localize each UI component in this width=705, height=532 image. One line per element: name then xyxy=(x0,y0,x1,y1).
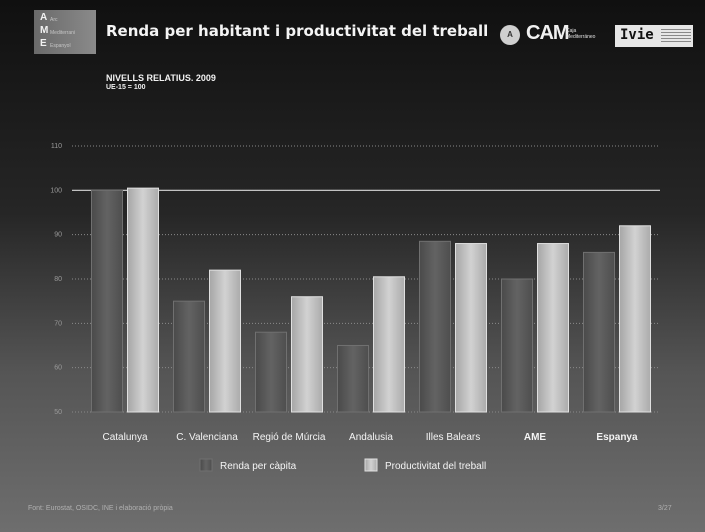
category-label: Regió de Múrcia xyxy=(253,432,326,443)
bars xyxy=(92,188,651,412)
category-label: AME xyxy=(524,432,547,443)
bar-renda xyxy=(338,346,369,413)
bar-renda xyxy=(256,332,287,412)
page-number: 3/27 xyxy=(658,505,672,512)
category-label: C. Valenciana xyxy=(176,432,238,443)
bar-productivitat xyxy=(456,244,487,412)
legend-label: Productivitat del treball xyxy=(385,461,486,472)
category-label: Espanya xyxy=(596,432,638,443)
bar-renda xyxy=(92,190,123,412)
category-labels: Catalunya C. Valenciana Regió de Múrcia And… xyxy=(102,432,638,443)
y-tick-label: 80 xyxy=(54,276,62,283)
y-tick-label: 70 xyxy=(54,320,62,327)
legend: Renda per càpita Productivitat del trebal… xyxy=(200,459,486,472)
y-tick-label: 110 xyxy=(51,143,62,150)
legend-swatch xyxy=(365,459,377,471)
bar-productivitat xyxy=(374,277,405,412)
bar-renda xyxy=(174,301,205,412)
y-tick-label: 50 xyxy=(54,409,62,416)
y-tick-label: 100 xyxy=(50,187,62,194)
bar-renda xyxy=(584,252,615,412)
y-tick-label: 60 xyxy=(54,365,62,372)
footer-source: Font: Eurostat, OSIDC, INE i elaboració … xyxy=(28,505,173,512)
bar-productivitat xyxy=(538,244,569,412)
category-label: Catalunya xyxy=(102,432,147,443)
bar-renda xyxy=(420,241,451,412)
bar-productivitat xyxy=(292,297,323,412)
legend-swatch xyxy=(200,459,212,471)
y-tick-label: 90 xyxy=(54,232,62,239)
bar-productivitat xyxy=(620,226,651,412)
bar-productivitat xyxy=(210,270,241,412)
legend-label: Renda per càpita xyxy=(220,461,297,472)
category-label: Illes Balears xyxy=(426,432,480,443)
category-label: Andalusia xyxy=(349,432,393,443)
bar-renda xyxy=(502,279,533,412)
bar-productivitat xyxy=(128,188,159,412)
